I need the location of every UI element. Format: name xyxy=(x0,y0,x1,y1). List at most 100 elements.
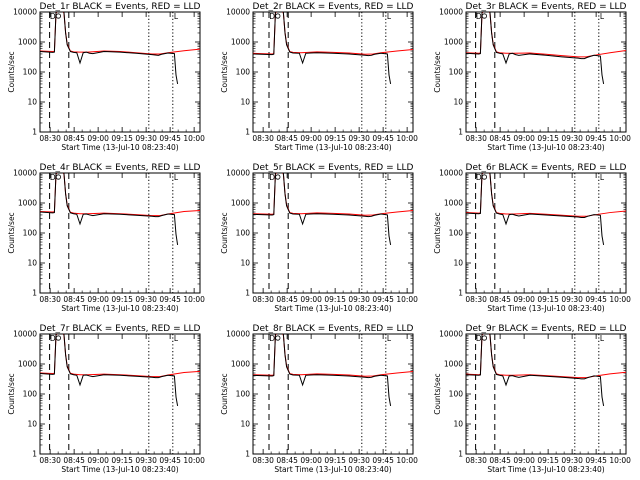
x-tick-label: 08:30 xyxy=(252,295,274,304)
x-tick-label: 10:00 xyxy=(183,295,205,304)
x-tick-label: 09:45 xyxy=(585,134,607,143)
marker-label-l: L xyxy=(174,334,179,343)
circle-marker xyxy=(275,174,281,180)
x-tick-label: 09:15 xyxy=(537,134,559,143)
chart-panel: Det_6r BLACK = Events, RED = LLD 1 10 100 10… xyxy=(433,163,631,313)
chart-title: Det_8r BLACK = Events, RED = LLD xyxy=(253,324,414,334)
marker-label-l: L xyxy=(600,173,605,182)
x-axis-label: Start Time (13-Jul-10 08:23:40) xyxy=(487,465,604,474)
x-tick-label: 10:00 xyxy=(609,134,631,143)
x-tick-label: 09:00 xyxy=(87,456,109,465)
x-tick-label: 09:45 xyxy=(585,295,607,304)
marker-label-d: D xyxy=(476,12,482,21)
x-tick-label: 09:45 xyxy=(159,456,181,465)
y-axis-label: Counts/sec xyxy=(220,373,229,414)
chart-panel: Det_5r BLACK = Events, RED = LLD 1 10 100 10… xyxy=(220,163,418,313)
y-tick-label: 1000 xyxy=(444,360,463,369)
x-tick-label: 08:30 xyxy=(252,134,274,143)
marker-label-l: L xyxy=(387,334,392,343)
y-tick-label: 1 xyxy=(245,450,250,459)
x-tick-label: 09:15 xyxy=(537,456,559,465)
y-tick-label: 1000 xyxy=(18,38,37,47)
y-axis-label: Counts/sec xyxy=(220,212,229,253)
x-tick-label: 10:00 xyxy=(609,456,631,465)
circle-marker xyxy=(481,13,487,19)
x-axis-label: Start Time (13-Jul-10 08:23:40) xyxy=(487,304,604,313)
x-tick-label: 10:00 xyxy=(609,295,631,304)
x-tick-label: 08:45 xyxy=(489,134,511,143)
x-tick-label: 08:45 xyxy=(489,456,511,465)
y-tick-label: 1000 xyxy=(231,199,250,208)
x-axis-label: Start Time (13-Jul-10 08:23:40) xyxy=(487,143,604,152)
y-tick-label: 1 xyxy=(245,128,250,137)
chart-title: Det_3r BLACK = Events, RED = LLD xyxy=(466,2,627,12)
y-tick-label: 1000 xyxy=(231,360,250,369)
circle-marker xyxy=(55,13,62,19)
circle-marker xyxy=(55,174,62,180)
x-axis-label: Start Time (13-Jul-10 08:23:40) xyxy=(61,465,178,474)
series-line-events xyxy=(466,12,605,85)
y-axis-label: Counts/sec xyxy=(220,51,229,92)
marker-label-d: D xyxy=(50,12,56,21)
x-tick-label: 09:30 xyxy=(135,456,157,465)
chart-title: Det_6r BLACK = Events, RED = LLD xyxy=(466,163,627,173)
x-tick-label: 09:00 xyxy=(300,456,322,465)
x-tick-label: 09:45 xyxy=(372,456,394,465)
x-tick-label: 09:45 xyxy=(159,295,181,304)
y-tick-label: 10000 xyxy=(226,330,250,339)
y-tick-label: 10 xyxy=(240,420,250,429)
marker-label-d: D xyxy=(476,173,482,182)
circle-marker xyxy=(55,335,62,341)
x-tick-label: 09:00 xyxy=(300,295,322,304)
y-axis-label: Counts/sec xyxy=(433,212,442,253)
x-tick-label: 09:00 xyxy=(87,134,109,143)
y-tick-label: 10 xyxy=(453,98,463,107)
x-axis-label: Start Time (13-Jul-10 08:23:40) xyxy=(61,304,178,313)
marker-label-d: D xyxy=(269,12,275,21)
x-tick-label: 09:30 xyxy=(348,456,370,465)
series-line-events xyxy=(40,334,179,407)
y-axis-label: Counts/sec xyxy=(433,51,442,92)
x-tick-label: 09:00 xyxy=(87,295,109,304)
x-tick-label: 09:15 xyxy=(111,134,133,143)
series-line-events xyxy=(40,12,179,85)
y-tick-label: 10000 xyxy=(13,8,37,17)
circle-marker xyxy=(481,174,487,180)
chart-title: Det_4r BLACK = Events, RED = LLD xyxy=(40,163,201,173)
x-tick-label: 09:00 xyxy=(513,295,535,304)
x-tick-label: 08:45 xyxy=(489,295,511,304)
y-tick-label: 1 xyxy=(245,289,250,298)
y-tick-label: 10 xyxy=(240,98,250,107)
series-line-events xyxy=(466,173,605,246)
marker-label-l: L xyxy=(600,12,605,21)
x-tick-label: 08:30 xyxy=(465,134,487,143)
y-tick-label: 10 xyxy=(453,259,463,268)
x-tick-label: 09:15 xyxy=(324,295,346,304)
y-tick-label: 1 xyxy=(32,289,37,298)
series-line-events xyxy=(253,173,392,246)
y-tick-label: 100 xyxy=(23,390,38,399)
x-axis-label: Start Time (13-Jul-10 08:23:40) xyxy=(61,143,178,152)
y-tick-label: 1 xyxy=(458,450,463,459)
chart-title: Det_1r BLACK = Events, RED = LLD xyxy=(40,2,201,12)
x-tick-label: 08:30 xyxy=(465,295,487,304)
x-tick-label: 09:00 xyxy=(300,134,322,143)
y-tick-label: 10000 xyxy=(439,169,463,178)
x-tick-label: 10:00 xyxy=(183,134,205,143)
x-tick-label: 09:30 xyxy=(348,295,370,304)
y-tick-label: 1000 xyxy=(18,360,37,369)
y-tick-label: 100 xyxy=(236,68,251,77)
x-axis-label: Start Time (13-Jul-10 08:23:40) xyxy=(274,143,391,152)
x-tick-label: 09:30 xyxy=(135,295,157,304)
x-tick-label: 08:30 xyxy=(39,456,61,465)
x-tick-label: 08:45 xyxy=(63,456,85,465)
x-tick-label: 09:45 xyxy=(372,134,394,143)
chart-title: Det_7r BLACK = Events, RED = LLD xyxy=(40,324,201,334)
chart-panel: Det_2r BLACK = Events, RED = LLD 1 10 100 10… xyxy=(220,2,418,152)
y-tick-label: 1 xyxy=(458,289,463,298)
x-tick-label: 09:15 xyxy=(111,295,133,304)
y-tick-label: 10000 xyxy=(13,330,37,339)
chart-panel: Det_3r BLACK = Events, RED = LLD 1 10 100 10… xyxy=(433,2,631,152)
y-tick-label: 100 xyxy=(236,390,251,399)
y-tick-label: 100 xyxy=(449,68,464,77)
